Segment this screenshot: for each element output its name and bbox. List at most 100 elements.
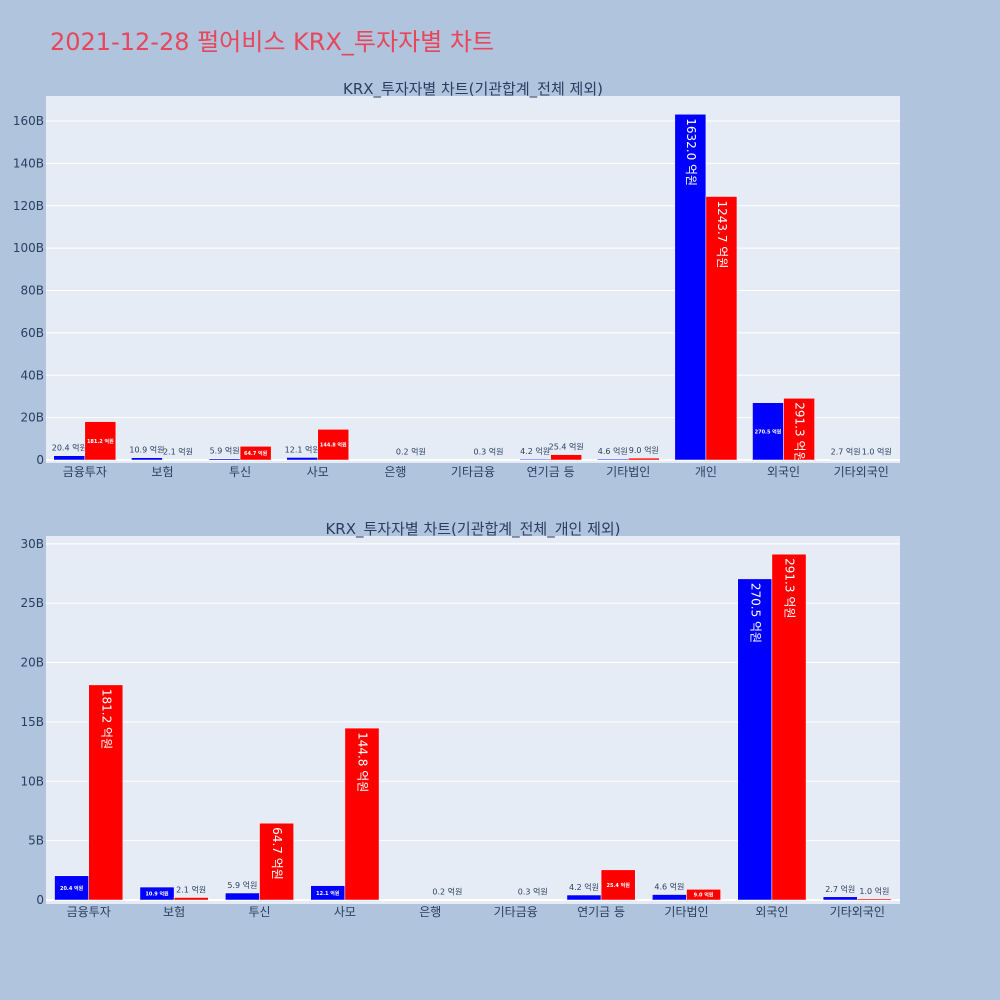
bar — [53, 455, 86, 461]
x-tick-label: 연기금 등 — [577, 905, 625, 919]
y-tick-label: 0 — [36, 893, 44, 907]
x-tick-label: 금융투자 — [63, 465, 107, 479]
x-tick-label: 기타금융 — [494, 905, 538, 919]
bar — [652, 894, 687, 901]
bar — [783, 398, 815, 461]
bar — [139, 886, 175, 901]
data-label: 1243.7 억원 — [715, 200, 729, 268]
bar — [208, 458, 241, 461]
bar — [857, 898, 892, 901]
data-label: 4.2 억원 — [520, 446, 550, 456]
y-tick-label: 20B — [20, 411, 44, 425]
data-label: 4.2 억원 — [569, 882, 599, 892]
y-tick-label: 40B — [20, 368, 44, 382]
data-label: 2.7 억원 — [825, 884, 855, 894]
x-tick-label: 보험 — [151, 465, 173, 479]
bar — [239, 446, 272, 461]
data-label: 10.9 억원 — [129, 445, 164, 455]
bar — [259, 822, 294, 901]
y-tick-label: 140B — [13, 156, 44, 170]
x-tick-label: 금융투자 — [67, 905, 111, 919]
y-tick-label: 15B — [20, 715, 44, 729]
data-label: 1632.0 억원 — [684, 118, 698, 186]
data-label: 4.6 억원 — [598, 446, 628, 456]
data-label: 2.7 억원 — [831, 446, 861, 456]
data-label: 181.2 억원 — [99, 689, 113, 749]
bar — [88, 684, 124, 901]
bar — [131, 457, 163, 461]
data-label: 181.2 억원 — [87, 438, 114, 445]
data-label: 10.9 억원 — [145, 891, 169, 898]
x-tick-label: 기타외국인 — [830, 905, 885, 919]
bar — [317, 429, 350, 461]
bar — [286, 457, 318, 461]
bar — [600, 869, 636, 901]
y-tick-label: 20B — [20, 656, 44, 670]
y-tick-label: 60B — [20, 326, 44, 340]
bar — [519, 458, 551, 461]
x-tick-label: 외국인 — [755, 905, 788, 919]
bar — [395, 459, 427, 461]
y-tick-label: 160B — [13, 114, 44, 128]
data-label: 2.1 억원 — [176, 885, 206, 895]
data-label: 291.3 억원 — [793, 402, 807, 462]
bar — [737, 578, 773, 901]
x-tick-label: 기타금융 — [451, 465, 495, 479]
bar — [705, 196, 738, 461]
bar — [829, 459, 862, 461]
data-label: 20.4 억원 — [52, 443, 87, 453]
bar — [674, 113, 707, 461]
data-label: 144.8 억원 — [320, 442, 347, 449]
page-title: 2021-12-28 펄어비스 KRX_투자자별 차트 — [50, 28, 495, 56]
x-tick-label: 기타법인 — [606, 465, 650, 479]
x-tick-label: 사모 — [307, 465, 329, 479]
data-label: 9.0 억원 — [694, 892, 714, 899]
y-tick-label: 5B — [28, 834, 44, 848]
data-label: 64.7 억원 — [244, 450, 268, 457]
bar — [628, 457, 660, 461]
chart-title: KRX_투자자별 차트(기관합계_전체_개인 제외) — [325, 520, 620, 539]
bar — [54, 875, 89, 901]
bar — [822, 896, 858, 901]
data-label: 0.2 억원 — [432, 887, 462, 897]
x-tick-label: 은행 — [384, 464, 406, 479]
y-tick-label: 80B — [20, 284, 44, 298]
y-tick-label: 120B — [13, 199, 44, 213]
data-label: 25.4 억원 — [607, 882, 631, 889]
bar — [550, 454, 582, 461]
data-label: 1.0 억원 — [859, 886, 889, 896]
x-tick-label: 기타외국인 — [834, 465, 889, 479]
data-label: 291.3 억원 — [782, 558, 796, 618]
bar — [225, 892, 260, 901]
data-label: 1.0 억원 — [862, 447, 892, 457]
bar — [173, 897, 209, 901]
data-label: 5.9 억원 — [210, 446, 240, 456]
data-label: 2.1 억원 — [163, 447, 193, 457]
data-label: 64.7 억원 — [270, 827, 284, 880]
bar — [515, 899, 551, 901]
x-tick-label: 외국인 — [767, 465, 800, 479]
y-tick-label: 25B — [20, 596, 44, 610]
y-tick-label: 10B — [20, 774, 44, 788]
bar — [566, 894, 602, 901]
data-label: 9.0 억원 — [629, 445, 659, 455]
data-label: 12.1 억원 — [285, 444, 320, 454]
data-label: 0.2 억원 — [396, 447, 426, 457]
y-tick-label: 100B — [13, 241, 44, 255]
bar — [472, 459, 505, 461]
chart-title: KRX_투자자별 차트(기관합계_전체 제외) — [343, 80, 603, 99]
x-tick-label: 투신 — [229, 465, 251, 479]
bar — [686, 889, 721, 901]
data-label: 144.8 억원 — [355, 732, 369, 792]
x-tick-label: 개인 — [695, 465, 717, 479]
bar — [860, 459, 893, 461]
bar — [430, 899, 465, 901]
chart-2: 0 5B 10B 15B 20B 25B 30B KRX_투자자별 차트(기관합계_전체_개인… — [20, 520, 900, 919]
data-label: 20.4 억원 — [60, 885, 84, 892]
bar — [162, 459, 194, 461]
bar — [344, 727, 380, 901]
bar — [596, 458, 629, 461]
x-tick-label: 기타법인 — [664, 905, 708, 919]
chart-1: 0 20B 40B 60B 80B 100B 120B 140B 160B KRX_투자자별 차트… — [13, 80, 900, 479]
